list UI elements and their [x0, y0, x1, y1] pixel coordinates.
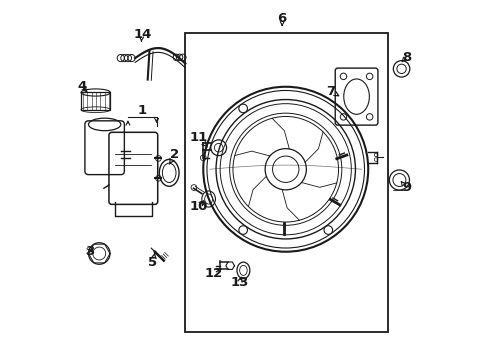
- Bar: [81, 93, 110, 110]
- Text: 8: 8: [401, 51, 410, 64]
- Text: 13: 13: [230, 276, 248, 289]
- Circle shape: [324, 226, 332, 234]
- Text: 11: 11: [189, 131, 207, 147]
- Text: 1: 1: [138, 104, 146, 117]
- Text: 10: 10: [189, 200, 207, 213]
- Text: 2: 2: [169, 148, 179, 164]
- Text: 12: 12: [204, 267, 223, 280]
- Text: 3: 3: [85, 244, 94, 257]
- Text: 14: 14: [133, 28, 151, 41]
- Text: 6: 6: [277, 12, 286, 25]
- Text: 7: 7: [325, 85, 338, 98]
- Circle shape: [238, 226, 247, 234]
- Bar: [185, 33, 387, 332]
- Text: 4: 4: [78, 80, 87, 93]
- Text: 5: 5: [148, 253, 157, 269]
- Circle shape: [238, 104, 247, 113]
- Text: 9: 9: [401, 181, 410, 194]
